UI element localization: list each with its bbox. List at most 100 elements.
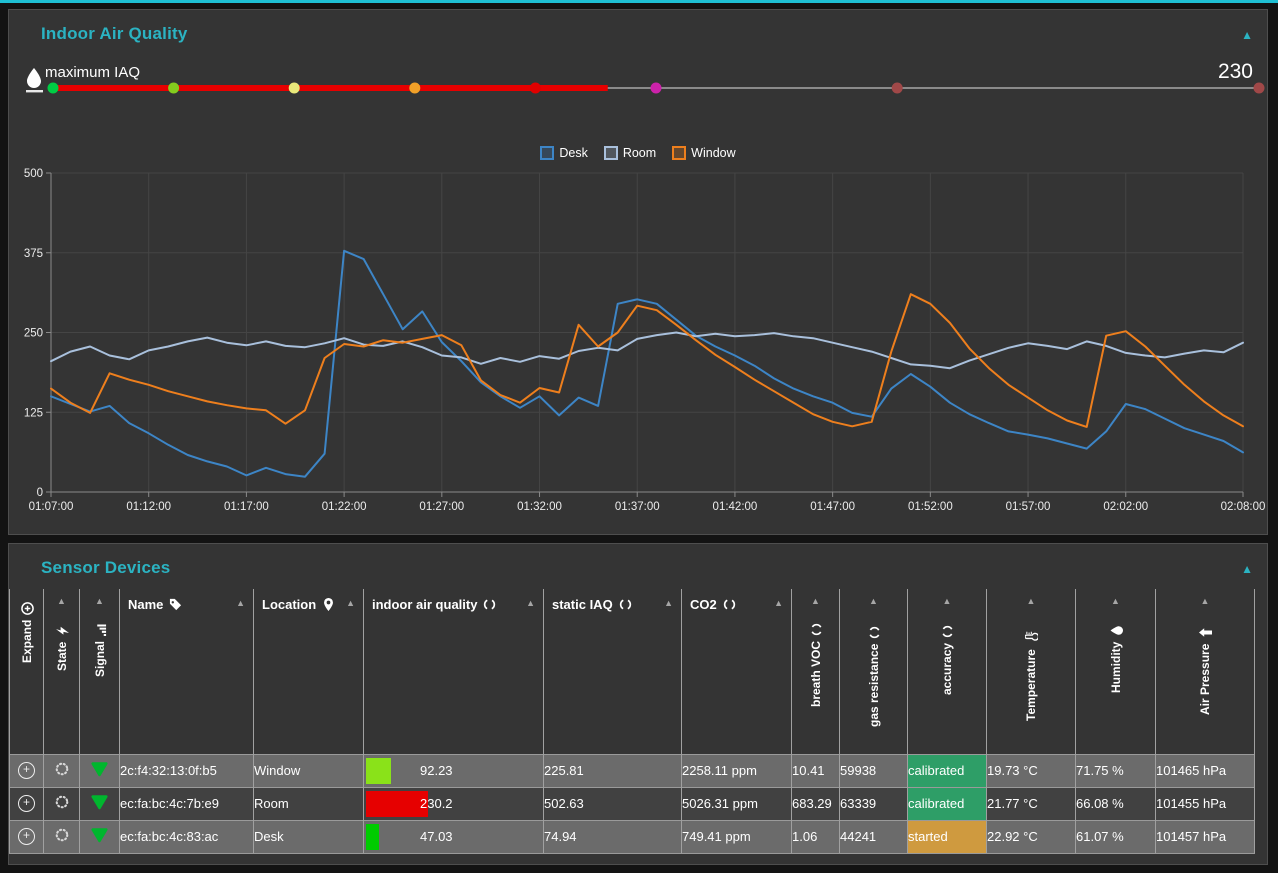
cell-temperature: 21.77 °C [986,786,1076,820]
sort-arrow-icon[interactable]: ▲ [236,598,245,608]
cell-humidity: 61.07 % [1075,819,1156,854]
cell-indoor-air-quality: 92.23 [363,753,544,787]
column-header-indoor_air_quality[interactable]: indoor air quality ▲ [363,589,544,754]
circle-icon [809,623,822,636]
panel-title: Sensor Devices [41,558,171,577]
sort-arrow-icon[interactable]: ▲ [1200,596,1210,606]
sort-arrow-icon[interactable]: ▲ [1026,596,1036,606]
cell-signal [79,819,120,854]
column-header-static_iaq[interactable]: static IAQ ▲ [543,589,682,754]
sort-arrow-icon[interactable]: ▲ [942,596,952,606]
sort-arrow-icon[interactable]: ▲ [57,596,66,606]
gauge-threshold-dot [288,82,300,94]
cell-gas-resistance: 63339 [839,786,908,820]
cell-static-iaq-value: 502.63 [544,796,584,811]
column-label: breath VOC [808,640,823,707]
legend-item-desk[interactable]: Desk [540,146,588,160]
column-header-co2[interactable]: CO2 ▲ [681,589,792,754]
legend-label: Desk [559,146,588,160]
sensor-devices-table: Expand ▲ State ▲ Signal Name ▲ Location ▲ indoor … [9,589,1255,854]
device-location: Room [254,796,289,811]
legend-swatch [672,146,687,160]
iaq-bar [366,823,379,850]
legend-swatch [540,146,555,160]
column-label: State [54,641,69,671]
cell-signal [79,753,120,787]
column-header-humidity[interactable]: ▲ Humidity [1075,589,1156,754]
cell-co2: 5026.31 ppm [681,786,792,820]
legend-label: Room [622,146,657,160]
iaq-chart[interactable]: 0 125 250 375 500 01:07:00 01:12:00 01:17:00 01:… [9,40,1271,532]
sort-arrow-icon[interactable]: ▲ [346,598,355,608]
cell-static-iaq-value: 225.81 [544,763,584,778]
accuracy-badge: started [908,829,948,844]
sort-arrow-icon[interactable]: ▲ [774,598,783,608]
x-axis-tick-label: 01:47:00 [810,501,855,513]
collapse-panel-icon[interactable]: ▲ [1241,562,1253,576]
droplet-icon [1109,625,1122,635]
accuracy-badge: calibrated [908,763,965,778]
cell-static-iaq: 74.94 [543,819,682,854]
collapse-panel-icon[interactable]: ▲ [1241,28,1253,42]
cell-accuracy: calibrated [907,753,987,787]
x-axis-tick-label: 02:02:00 [1103,501,1148,513]
x-axis-tick-label: 01:52:00 [908,501,953,513]
cell-temperature-value: 19.73 °C [987,763,1038,778]
column-header-name[interactable]: Name ▲ [119,589,254,754]
column-header-signal[interactable]: ▲ Signal [79,589,120,754]
circle-icon [723,598,735,611]
sort-arrow-icon[interactable]: ▲ [664,598,673,608]
cell-location: Window [253,753,364,787]
column-header-gas_resistance[interactable]: ▲ gas resistance [839,589,908,754]
iaq-bar [366,790,428,817]
signal-strength-icon [91,761,108,776]
y-axis-tick-label: 125 [24,407,43,419]
cell-breath-voc: 683.29 [791,786,840,820]
state-spinner-icon [55,762,68,776]
x-axis-tick-label: 01:12:00 [126,501,171,513]
cell-expand: + [9,753,44,787]
series-line-desk [50,249,1244,478]
cell-breath-voc-value: 10.41 [792,763,825,778]
sort-arrow-icon[interactable]: ▲ [811,596,820,606]
cell-air-pressure: 101465 hPa [1155,753,1255,787]
legend-item-room[interactable]: Room [603,146,657,160]
cell-state [43,753,80,787]
column-label: Location [262,597,317,612]
sort-arrow-icon[interactable]: ▲ [95,596,104,606]
y-axis-tick-label: 250 [24,328,43,340]
column-header-temperature[interactable]: ▲ Temperature [986,589,1076,754]
column-label: static IAQ [552,597,613,612]
signal-bars-icon [96,624,106,636]
cell-signal [79,786,120,820]
expand-row-button[interactable]: + [18,795,35,812]
cell-humidity-value: 71.75 % [1076,763,1124,778]
column-header-location[interactable]: Location ▲ [253,589,364,754]
column-header-state[interactable]: ▲ State [43,589,80,754]
panel-title: Indoor Air Quality [41,24,188,43]
device-name: ec:fa:bc:4c:83:ac [120,829,219,844]
cell-expand: + [9,786,44,820]
gauge-label: maximum IAQ [45,64,141,81]
y-axis-tick-label: 375 [24,248,43,260]
top-accent-line [0,0,1278,3]
signal-strength-icon [91,827,108,842]
expand-row-button[interactable]: + [18,762,35,779]
cell-co2-value: 749.41 ppm [682,829,751,844]
cell-breath-voc-value: 683.29 [792,796,832,811]
cell-accuracy: started [907,819,987,854]
cell-accuracy: calibrated [907,786,987,820]
device-location: Desk [254,829,284,844]
series-line-window [50,293,1244,428]
column-header-breath_voc[interactable]: ▲ breath VOC [791,589,840,754]
sort-arrow-icon[interactable]: ▲ [869,596,878,606]
column-header-air_pressure[interactable]: ▲ Air Pressure [1155,589,1255,754]
cell-breath-voc: 10.41 [791,753,840,787]
legend-item-window[interactable]: Window [672,146,736,160]
circle-icon [619,598,631,611]
sort-arrow-icon[interactable]: ▲ [1111,596,1120,606]
x-axis-tick-label: 01:32:00 [517,501,562,513]
expand-row-button[interactable]: + [18,828,35,845]
column-header-accuracy[interactable]: ▲ accuracy [907,589,987,754]
sort-arrow-icon[interactable]: ▲ [526,598,535,608]
